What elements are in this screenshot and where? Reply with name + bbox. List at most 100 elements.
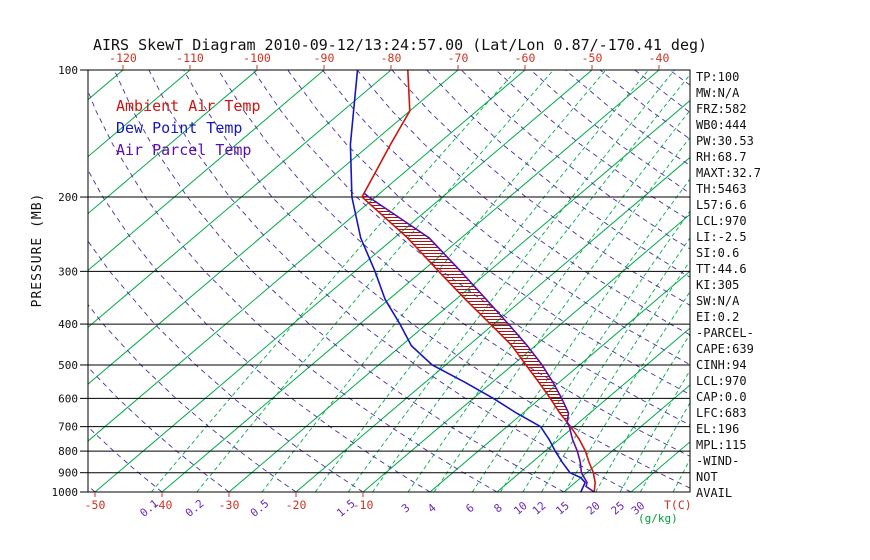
stat-line: MPL:115: [696, 438, 747, 452]
isotherm-line: [88, 70, 459, 385]
mixing-ratio-label: 15: [553, 499, 572, 517]
mixing-ratio-label: 6: [463, 501, 476, 515]
pressure-tick-label: 100: [58, 64, 78, 77]
stat-line: AVAIL: [696, 486, 733, 500]
mixing-ratio-label: 4: [425, 501, 439, 515]
isotherm-line: [88, 70, 325, 272]
top-temp-label: -70: [448, 51, 469, 65]
mixing-ratio-label: 12: [530, 499, 549, 517]
top-temp-label: -90: [314, 51, 335, 65]
mixing-ratio-label: 3: [399, 501, 412, 515]
stat-line: NOT: [696, 470, 718, 484]
stat-line: CAPE:639: [696, 342, 754, 356]
stat-line: SI:0.6: [696, 246, 740, 260]
pressure-tick-label: 1000: [52, 486, 79, 499]
top-temp-label: -40: [649, 51, 670, 65]
top-temp-label: -60: [515, 51, 536, 65]
pressure-tick-label: 800: [58, 445, 78, 458]
stat-line: SW:N/A: [696, 294, 740, 308]
pressure-tick-label: 900: [58, 467, 78, 480]
stat-line: FRZ:582: [696, 102, 747, 116]
pressure-tick-label: 500: [58, 359, 78, 372]
dry-adiabat-line: [530, 70, 690, 195]
isotherm-line: [563, 384, 690, 492]
ratio-unit-label: (g/kg): [638, 512, 678, 525]
isotherm-line: [496, 327, 690, 492]
stat-line: TT:44.6: [696, 262, 747, 276]
series-dewpoint: [349, 70, 587, 492]
top-temp-label: -50: [582, 51, 603, 65]
isotherm-line: [161, 70, 660, 492]
stat-line: LCL:970: [696, 374, 747, 388]
stat-line: TP:100: [696, 70, 740, 84]
legend-item-ambient-temp: Ambient Air Temp: [116, 97, 261, 115]
stat-line: PW:30.53: [696, 134, 754, 148]
stat-line: CINH:94: [696, 358, 747, 372]
isotherm-line: [88, 70, 526, 442]
stat-line: -WIND-: [696, 454, 740, 468]
mixing-ratio-label: 0.2: [183, 497, 207, 520]
chart-title: AIRS SkewT Diagram 2010-09-12/13:24:57.0…: [92, 36, 708, 54]
stats-panel: TP:100 MW:N/A FRZ:582 WB0:444 PW:30.53 RH:68.…: [696, 69, 761, 501]
dry-adiabat-line: [356, 70, 690, 336]
dry-adiabat-line: [88, 485, 96, 492]
dry-adiabat-line: [495, 70, 690, 222]
dry-adiabat-line: [252, 70, 690, 426]
stat-line: KI:305: [696, 278, 740, 292]
temp-unit-label: T(C): [664, 498, 692, 512]
mixing-ratio-label: 20: [584, 499, 603, 517]
stat-line: EL:196: [696, 422, 740, 436]
stat-line: LCL:970: [696, 214, 747, 228]
bottom-temp-label: -10: [353, 498, 374, 512]
bottom-temp-label: -50: [85, 498, 106, 512]
top-temp-label: -100: [243, 51, 271, 65]
stat-line: L57:6.6: [696, 198, 747, 212]
dry-adiabat-line: [217, 70, 690, 457]
bottom-temp-label: -30: [219, 498, 240, 512]
mixing-ratio-line: [261, 70, 607, 492]
isotherm-line: [0, 70, 56, 492]
mixing-ratio-label: 0.5: [248, 497, 272, 520]
dry-adiabat-line: [391, 70, 690, 306]
mixing-ratio-line: [347, 70, 675, 492]
isotherm-line: [94, 70, 593, 492]
chart-legend: Ambient Air Temp Dew Point Temp Air Parc…: [116, 95, 261, 161]
stat-line: MW:N/A: [696, 86, 740, 100]
isotherm-line: [88, 70, 191, 158]
legend-item-dew-point: Dew Point Temp: [116, 119, 243, 137]
mixing-ratio-line: [372, 73, 690, 492]
top-temp-label: -120: [109, 51, 137, 65]
top-temp-label: -110: [176, 51, 204, 65]
isotherm-line: [88, 70, 392, 328]
pressure-tick-label: 200: [58, 191, 78, 204]
series-parcel: [363, 192, 595, 492]
isotherm-line: [295, 156, 690, 492]
isotherm-line: [88, 70, 258, 215]
stat-line: LI:-2.5: [696, 230, 747, 244]
isotherm-line: [362, 213, 690, 492]
bottom-axis: -50 -40 -30 -20 -100.1 0.2 0.5 1.5 3 4 6 8 10 12 15 20 2…: [85, 492, 692, 525]
mixing-ratio-label: 10: [511, 499, 530, 517]
stat-line: LFC:683: [696, 406, 747, 420]
mixing-ratio-line: [522, 237, 690, 492]
plot-border: [87, 69, 691, 493]
mixing-ratio-label: 8: [491, 501, 504, 515]
top-temp-label: -80: [381, 51, 402, 65]
pressure-tick-label: 600: [58, 392, 78, 405]
pressure-tick-label: 400: [58, 318, 78, 331]
pressure-tick-label: 300: [58, 265, 78, 278]
stat-line: CAP:0.0: [696, 390, 747, 404]
top-temp-axis: -120 -110 -100 -90 -80 -70 -60 -50 -40: [109, 51, 669, 70]
stat-line: MAXT:32.7: [696, 166, 762, 180]
isotherm-line: [429, 270, 690, 492]
pressure-axis-title: PRESSURE (MB): [30, 192, 45, 308]
stat-line: RH:68.7: [696, 150, 747, 164]
stat-line: TH:5463: [696, 182, 747, 196]
stat-line: -PARCEL-: [696, 326, 754, 340]
stat-line: EI:0.2: [696, 310, 740, 324]
mixing-ratio-label: 25: [609, 499, 628, 517]
mixing-ratio-line: [314, 70, 649, 492]
series-ambient: [360, 70, 597, 492]
bottom-temp-label: -20: [286, 498, 307, 512]
